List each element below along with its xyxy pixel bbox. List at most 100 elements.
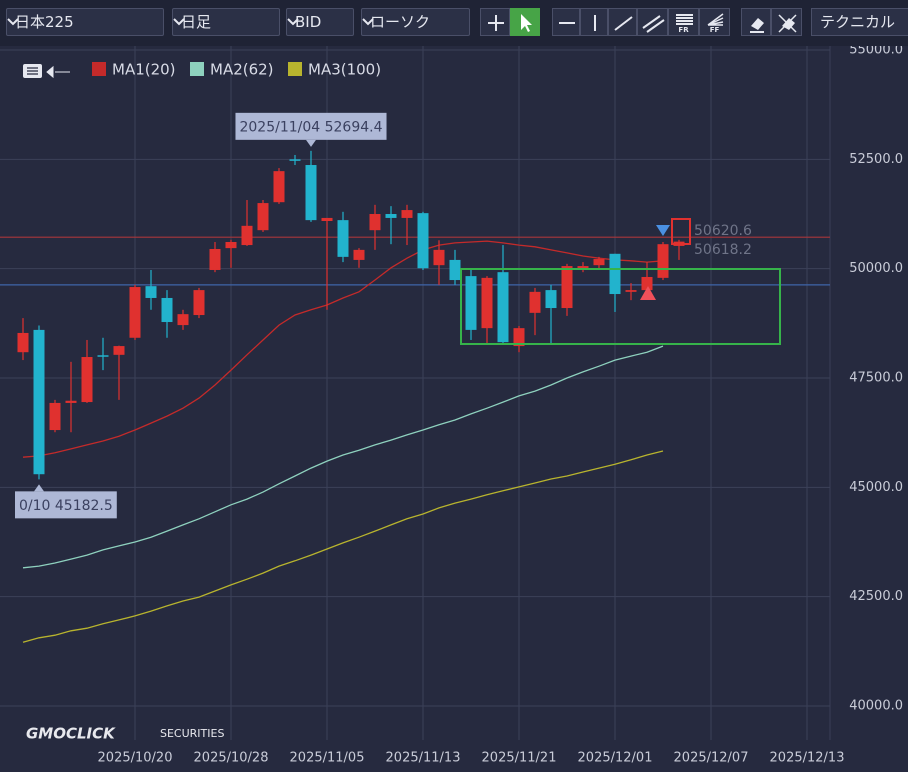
callout-pointer bbox=[34, 484, 44, 492]
callout-box bbox=[15, 491, 117, 519]
legend: MA1(20) MA2(62) MA3(100) bbox=[23, 61, 381, 79]
tool-label: FR bbox=[678, 26, 689, 34]
legend-label: MA1(20) bbox=[112, 61, 176, 79]
candle-body bbox=[81, 357, 93, 403]
x-tick-label: 2025/12/13 bbox=[770, 751, 845, 766]
x-tick-label: 2025/11/21 bbox=[482, 751, 557, 766]
candle-body bbox=[417, 213, 429, 269]
price-dropdown[interactable]: BID bbox=[286, 8, 354, 36]
technical-button[interactable]: テクニカル bbox=[811, 8, 908, 36]
candle-body bbox=[49, 402, 61, 431]
x-tick-label: 2025/10/28 bbox=[194, 751, 269, 766]
candle-body bbox=[289, 159, 301, 161]
erase-all-button[interactable] bbox=[771, 8, 802, 36]
dropdown-label: 日足 bbox=[181, 13, 212, 31]
last-price-label: 50620.6 bbox=[694, 223, 752, 239]
candle-body bbox=[321, 217, 333, 222]
candle-body bbox=[97, 355, 109, 357]
button-label: テクニカル bbox=[820, 13, 896, 31]
order-marker bbox=[671, 218, 691, 245]
sell-signal bbox=[656, 225, 670, 236]
icon bbox=[750, 18, 764, 33]
chevron bbox=[287, 18, 299, 26]
period-dropdown[interactable]: 日足 bbox=[172, 8, 280, 36]
dropdown-label: 日本225 bbox=[15, 13, 74, 31]
candle-body bbox=[33, 329, 45, 475]
icon bbox=[559, 22, 575, 24]
chevron bbox=[173, 18, 185, 26]
hline-button[interactable] bbox=[552, 8, 580, 36]
candle-body bbox=[481, 277, 493, 329]
candle-body bbox=[561, 266, 573, 309]
candle-body bbox=[513, 328, 525, 347]
y-tick-label: 45000.0 bbox=[849, 480, 903, 495]
callout-text: 0/10 45182.5 bbox=[19, 498, 113, 514]
icon bbox=[614, 16, 633, 31]
symbol-dropdown[interactable]: 日本225 bbox=[6, 8, 164, 36]
price-callout: 2025/11/04 52694.4 bbox=[235, 112, 387, 147]
x-tick-label: 2025/11/13 bbox=[386, 751, 461, 766]
chart-type-dropdown[interactable]: ローソク bbox=[361, 8, 470, 36]
candle-body bbox=[65, 400, 77, 403]
candle-body bbox=[225, 241, 237, 249]
candle-body bbox=[657, 244, 669, 278]
candle-body bbox=[129, 287, 141, 338]
candle-body bbox=[545, 290, 557, 309]
dropdown-label: ローソク bbox=[370, 13, 431, 31]
chevron bbox=[7, 18, 19, 26]
y-tick-label: 42500.0 bbox=[849, 589, 903, 604]
price-callout: 0/10 45182.5 bbox=[15, 484, 117, 519]
candle-body bbox=[449, 259, 461, 281]
callout-text: 2025/11/04 52694.4 bbox=[239, 119, 382, 135]
crosshair-button[interactable] bbox=[480, 8, 510, 36]
candle-body bbox=[113, 346, 125, 355]
icon bbox=[521, 14, 532, 32]
candle-body bbox=[497, 272, 509, 343]
x-tick-label: 2025/10/20 bbox=[98, 751, 173, 766]
vline-button[interactable] bbox=[580, 8, 608, 36]
eraser-button[interactable] bbox=[741, 8, 771, 36]
pointer-button[interactable] bbox=[510, 8, 540, 36]
callout-box bbox=[235, 112, 387, 140]
y-tick-label: 55000.0 bbox=[849, 43, 903, 58]
legend-label: MA3(100) bbox=[308, 61, 381, 79]
candle-body bbox=[465, 276, 477, 330]
candle-body bbox=[273, 171, 285, 203]
candle-body bbox=[577, 266, 589, 270]
legend-collapse bbox=[46, 65, 70, 79]
candle-body bbox=[385, 214, 397, 218]
icon bbox=[594, 15, 596, 31]
callout-pointer bbox=[306, 139, 316, 147]
legend-label: MA2(62) bbox=[210, 61, 274, 79]
ma-line bbox=[22, 450, 664, 643]
legend-icon-lines bbox=[27, 67, 38, 75]
x-tick-label: 2025/12/07 bbox=[674, 751, 749, 766]
icon bbox=[778, 14, 797, 33]
candle-body bbox=[625, 290, 637, 292]
candle-body bbox=[257, 203, 269, 231]
legend-swatch bbox=[92, 62, 106, 76]
ma-line bbox=[22, 240, 664, 458]
watermark-suffix: SECURITIES bbox=[160, 727, 224, 740]
candle-body bbox=[401, 210, 413, 218]
candle-body bbox=[593, 259, 605, 266]
watermark-brand: GMOCLICK bbox=[26, 725, 116, 743]
ff-button[interactable]: FF bbox=[699, 8, 730, 36]
fr-button[interactable]: FR bbox=[668, 8, 699, 36]
ma-line bbox=[22, 345, 664, 569]
candle-body bbox=[177, 314, 189, 326]
trendline-button[interactable] bbox=[608, 8, 637, 36]
icon bbox=[642, 15, 665, 33]
channel-button[interactable] bbox=[637, 8, 668, 36]
candle-body bbox=[145, 286, 157, 298]
buy-signal bbox=[640, 286, 656, 300]
candle-body bbox=[305, 165, 317, 221]
toolbar: 日本225 日足 BID ローソク FR FF テクニカル bbox=[0, 0, 908, 46]
candle-body bbox=[193, 290, 205, 316]
candle-body bbox=[337, 220, 349, 257]
candle-body bbox=[529, 291, 541, 313]
range-box bbox=[460, 268, 781, 345]
